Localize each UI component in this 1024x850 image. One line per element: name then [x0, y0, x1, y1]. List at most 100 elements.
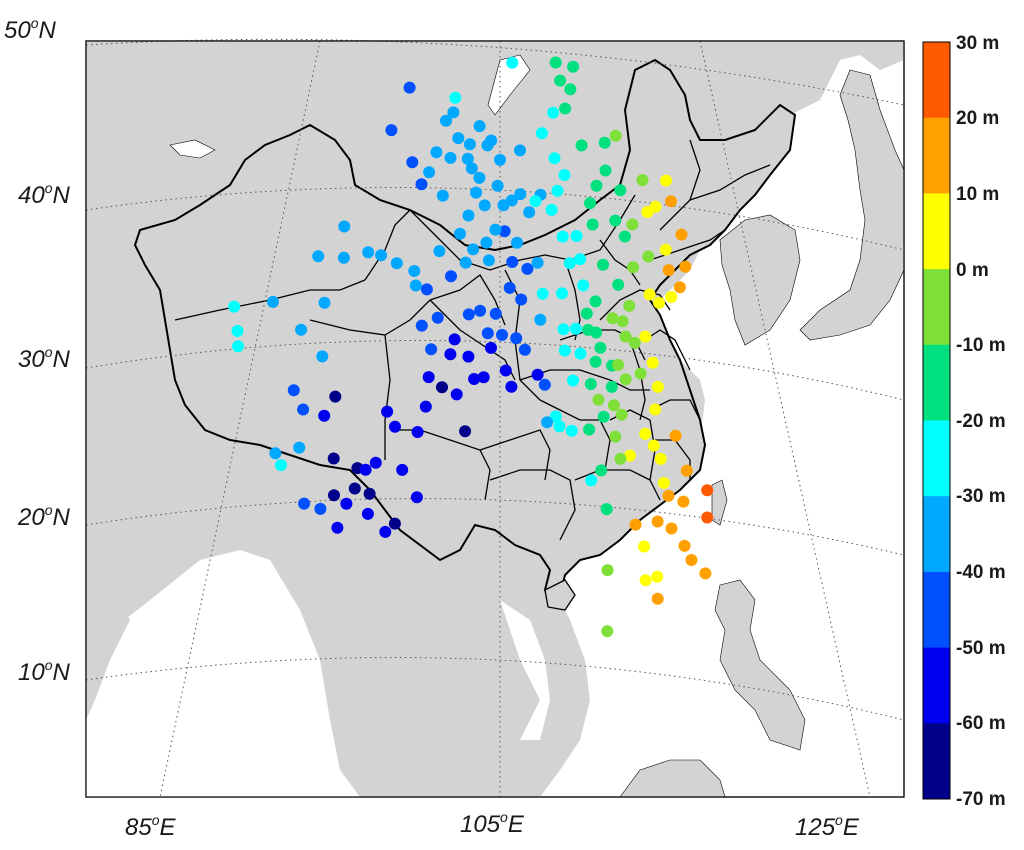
- station-marker: [348, 482, 361, 495]
- station-marker: [312, 250, 325, 263]
- province-border-zhejiang: [649, 399, 701, 421]
- station-marker: [599, 164, 612, 177]
- station-marker: [481, 327, 494, 340]
- station-marker: [275, 459, 287, 472]
- station-marker: [659, 243, 672, 256]
- station-marker: [614, 452, 627, 465]
- sea-gulf: [500, 600, 550, 740]
- station-marker: [436, 189, 449, 202]
- station-marker: [536, 287, 549, 300]
- station-marker: [583, 423, 596, 436]
- station-marker: [701, 484, 714, 497]
- province-border-guangxi: [489, 469, 576, 541]
- station-marker: [545, 203, 558, 216]
- colorbar-label: -60 m: [956, 713, 1006, 734]
- station-marker: [510, 332, 523, 345]
- colorbar-label: -70 m: [956, 789, 1006, 810]
- lon-label-105e: 105oE: [460, 809, 525, 838]
- station-marker: [636, 174, 649, 187]
- station-marker: [449, 91, 462, 104]
- station-marker: [474, 304, 487, 317]
- station-marker: [266, 295, 279, 308]
- station-marker: [361, 507, 374, 520]
- station-marker: [567, 60, 580, 73]
- station-marker: [558, 169, 571, 181]
- station-marker: [595, 464, 608, 477]
- province-border-xinjiang-tibet: [174, 279, 366, 321]
- station-marker: [638, 540, 651, 553]
- station-marker: [329, 390, 342, 403]
- station-marker: [433, 245, 446, 258]
- colorbar-segments: [923, 42, 950, 800]
- station-marker: [298, 497, 311, 510]
- station-marker: [597, 258, 609, 271]
- province-border-gansu: [429, 274, 506, 326]
- station-marker: [459, 425, 472, 438]
- station-marker: [369, 456, 382, 469]
- parallel-40n: [85, 187, 905, 251]
- station-marker: [584, 197, 596, 210]
- station-marker: [403, 81, 416, 94]
- colorbar-segment: [923, 269, 950, 346]
- station-marker: [678, 539, 691, 552]
- station-marker: [529, 195, 542, 208]
- station-marker: [293, 441, 306, 454]
- station-marker: [607, 399, 620, 412]
- hainan-island: [544, 579, 576, 611]
- station-marker: [569, 322, 582, 335]
- station-marker: [548, 152, 561, 165]
- province-border-guangdong: [574, 469, 661, 501]
- graticule: [85, 38, 905, 798]
- colorbar-label: -50 m: [956, 638, 1006, 659]
- station-marker: [388, 517, 401, 530]
- station-marker: [514, 188, 527, 201]
- station-marker: [612, 278, 625, 291]
- station-marker: [639, 330, 652, 343]
- station-marker: [470, 186, 483, 199]
- station-marker: [531, 368, 544, 381]
- station-marker: [598, 136, 611, 149]
- station-marker: [468, 373, 481, 385]
- lat-label-50n: 50oN: [4, 15, 57, 44]
- station-marker: [390, 257, 403, 270]
- lake-balkhash: [169, 139, 216, 159]
- station-marker: [651, 515, 664, 528]
- colorbar-segment: [923, 496, 950, 573]
- station-marker: [444, 348, 457, 361]
- land-indochina: [330, 560, 540, 797]
- station-marker: [609, 430, 622, 443]
- station-marker: [639, 574, 652, 587]
- station-marker: [649, 403, 662, 416]
- station-marker: [450, 388, 463, 401]
- station-marker: [553, 420, 566, 433]
- station-marker: [584, 378, 597, 390]
- meridian-85e: [159, 40, 321, 798]
- station-marker: [375, 249, 388, 262]
- station-marker: [406, 156, 419, 169]
- station-marker: [654, 452, 667, 465]
- station-marker: [624, 449, 636, 462]
- station-marker: [589, 295, 602, 308]
- station-marker: [314, 502, 327, 515]
- parallel-10n: [85, 657, 905, 721]
- colorbar-label: 0 m: [956, 260, 989, 281]
- colorbar-segment: [923, 647, 950, 724]
- meridian-125e: [699, 40, 871, 798]
- colorbar-label: -30 m: [956, 486, 1006, 507]
- station-marker: [499, 364, 512, 377]
- province-border-hubei: [519, 369, 650, 391]
- station-marker: [328, 489, 340, 502]
- colorbar-label: -20 m: [956, 411, 1006, 432]
- station-marker: [541, 416, 554, 429]
- station-marker: [410, 491, 423, 504]
- station-marker: [618, 230, 631, 243]
- station-marker: [452, 132, 465, 145]
- station-marker: [515, 293, 528, 306]
- station-marker: [440, 114, 452, 127]
- station-marker: [585, 474, 598, 487]
- station-marker: [642, 250, 655, 263]
- station-marker: [379, 525, 392, 538]
- station-marker: [485, 134, 498, 147]
- parallel-30n: [85, 339, 905, 401]
